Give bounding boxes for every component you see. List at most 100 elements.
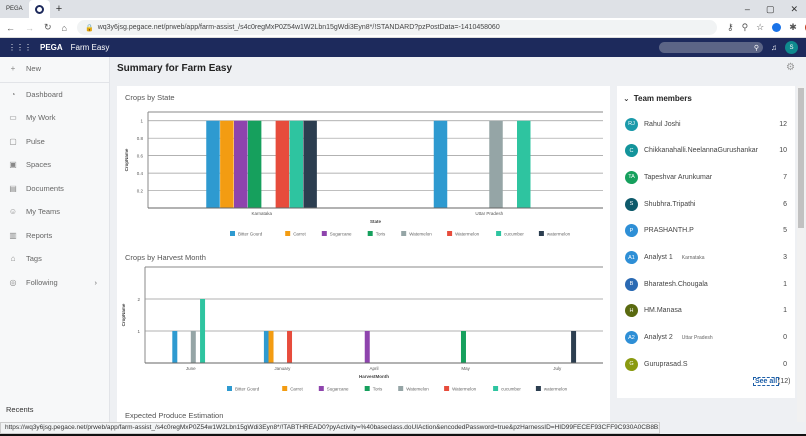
legend-label: Watemelon [406,387,429,392]
member-name[interactable]: Bharatesh.Chougala [644,280,708,288]
puzzle-icon[interactable]: ✱ [789,22,797,32]
team-member[interactable]: TA Tapeshvar Arunkumar 7 [625,167,787,187]
legend-swatch [398,386,404,391]
sidebar-item-following[interactable]: ◎ Following › [0,271,109,295]
legend-swatch [227,386,232,391]
member-count: 6 [783,200,787,208]
bottom-edge [0,434,806,436]
user-avatar[interactable]: S [785,41,798,54]
member-name[interactable]: HM.Manasa [644,307,682,315]
profile-avatar[interactable]: T [804,22,806,33]
app-launcher-icon[interactable]: ⋮⋮⋮ [8,43,32,52]
member-name[interactable]: Guruprasad.S [644,360,688,368]
search-input[interactable]: ⚲ [659,42,763,53]
recents-heading: Recents [6,405,34,414]
team-member[interactable]: B Bharatesh.Chougala 1 [625,274,787,294]
member-avatar: TA [625,170,638,184]
sidebar-new[interactable]: + New [0,57,109,81]
member-avatar: H [625,304,638,318]
sidebar-item-label: Dashboard [26,89,63,99]
member-name[interactable]: Tapeshvar Arunkumar [644,173,713,181]
member-avatar: G [625,357,638,371]
brand-logo: PEGA [40,43,63,52]
gear-icon[interactable]: ⚙ [786,62,795,73]
team-member[interactable]: A2 Analyst 2 Uttar Pradesh 0 [625,328,787,348]
sidebar-item-reports[interactable]: ▥ Reports [0,224,109,248]
member-count: 1 [783,307,787,315]
member-count: 3 [783,254,787,261]
plus-icon: + [10,64,16,74]
x-axis-label: State [370,219,382,224]
x-tick-label: June [186,366,196,371]
member-name[interactable]: Analyst 1 [644,254,673,261]
x-tick-label: May [461,366,470,371]
close-icon[interactable]: ✕ [790,3,798,14]
team-member[interactable]: A1 Analyst 1 Karnataka 3 [625,248,787,268]
legend-label: Bitter Gourd [235,387,260,392]
new-tab-button[interactable]: + [55,3,63,15]
member-name[interactable]: Chikkanahalli.NeelannaGurushankar [644,147,759,155]
bar-sugarcane [234,120,248,208]
back-icon[interactable]: ← [6,22,15,33]
team-member[interactable]: C Chikkanahalli.NeelannaGurushankar 10 [625,141,787,161]
bar-cucumber [200,299,206,363]
browser-tab-active[interactable] [28,0,50,18]
sidebar-item-spaces[interactable]: ▣ Spaces [0,153,109,177]
key-icon[interactable]: ⚷ [726,22,734,32]
sidebar-item-my-teams[interactable]: ☺ My Teams [0,200,109,224]
team-member[interactable]: G Guruprasad.S 0 [625,354,787,374]
member-count: 0 [783,360,787,368]
bar-watermelon [287,331,293,363]
team-member[interactable]: P PRASHANTH.P 5 [625,221,787,241]
star-icon[interactable]: ☆ [756,22,765,32]
sidebar-item-dashboard[interactable]: ◔ Dashboard [0,83,109,107]
member-name[interactable]: Shubhra.Tripathi [644,200,696,208]
member-avatar: P [625,224,638,238]
team-member[interactable]: H HM.Manasa 1 [625,301,787,321]
search-icon[interactable]: ⚲ [753,44,759,52]
x-tick-label: January [274,366,291,371]
chart-title-state: Crops by State [125,93,175,102]
team-header[interactable]: ⌄ Team members [623,94,692,103]
member-name[interactable]: Rahul Joshi [644,120,681,128]
sidebar-item-pulse[interactable]: ▢ Pulse [0,130,109,154]
app-name[interactable]: Farm Easy [70,43,110,52]
member-subtitle: Uttar Pradesh [681,334,713,341]
sidebar-item-label: Documents [26,183,64,193]
legend-label: Watermelon [455,232,480,237]
team-member[interactable]: RJ Rahul Joshi 12 [625,114,787,134]
x-axis-label: HarvestMonth [359,374,389,379]
chart-crops-by-month: 1 2 CropName June January April May July Harvest… [121,266,603,392]
minimize-icon[interactable]: – [744,3,750,14]
app-header: ⋮⋮⋮ PEGA Farm Easy ⚲ ♫ S [0,38,806,57]
sidebar-item-tags[interactable]: ⌂ Tags [0,247,109,271]
url-input[interactable]: 🔒 wq3y6jsg.pegace.net/prweb/app/farm-assi… [76,20,717,35]
bar-bitter-gourd [172,331,178,363]
sidebar-item-documents[interactable]: ▤ Documents [0,177,109,201]
sidebar-item-label: Reports [26,230,53,240]
member-avatar: B [625,277,638,291]
browser-tab[interactable]: PEGA [0,0,29,18]
x-tick-label: July [553,366,562,371]
scrollbar-thumb[interactable] [798,88,804,228]
y-axis-label: CropName [124,148,129,171]
team-members-panel: ⌄ Team members RJ Rahul Joshi 12 C Chikkanaha… [617,86,795,398]
see-all-link[interactable]: See all [753,377,780,386]
forward-icon[interactable]: → [25,22,34,33]
reload-icon[interactable]: ↻ [44,22,52,32]
legend-swatch [444,386,450,391]
chevron-right-icon[interactable]: › [94,277,98,287]
scrollbar[interactable] [797,86,805,422]
legend-swatch [496,231,502,236]
team-member[interactable]: S Shubhra.Tripathi 6 [625,194,787,214]
home-icon[interactable]: ⌂ [61,22,67,33]
zoom-icon[interactable]: ⚲ [741,22,749,32]
extension-icon[interactable] [772,23,782,32]
member-name[interactable]: Analyst 2 [644,334,673,342]
bell-icon[interactable]: ♫ [771,43,777,52]
member-avatar: A1 [625,251,638,264]
legend-swatch [318,386,324,391]
maximize-icon[interactable]: ▢ [765,3,775,14]
member-name[interactable]: PRASHANTH.P [644,227,694,235]
sidebar-item-my-work[interactable]: ▭ My Work [0,106,109,130]
